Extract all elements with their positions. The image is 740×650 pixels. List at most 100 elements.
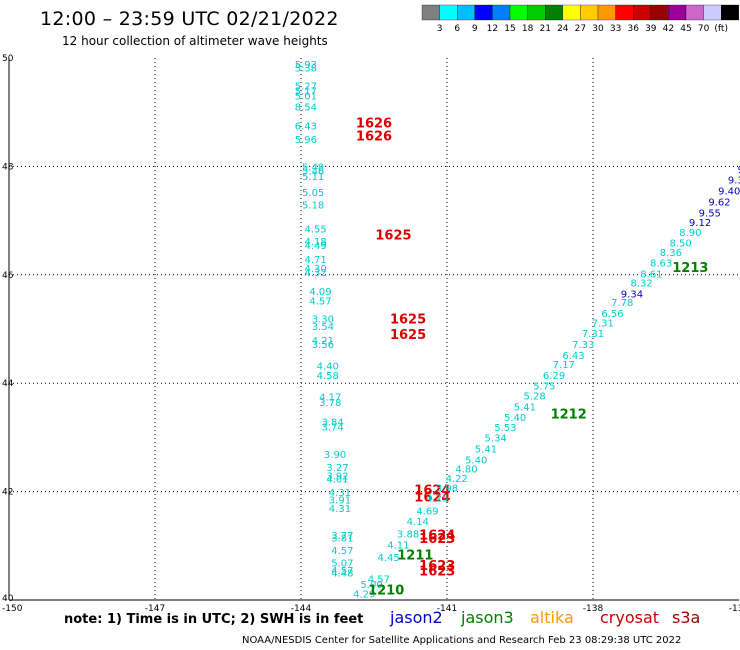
swh-value-label: 4.09: [309, 287, 331, 298]
legend-swatch: [685, 4, 704, 21]
legend-label: 15: [504, 24, 515, 34]
swh-value-label: 5.17: [295, 86, 317, 97]
swh-value-label: 3.78: [319, 398, 341, 409]
swh-value-label: 3.54: [312, 322, 334, 333]
track-time-label: 1624: [414, 490, 450, 505]
swh-value-label: 4.25: [426, 493, 448, 504]
lat-tick-label: 50: [2, 54, 14, 64]
legend-swatch: [527, 4, 546, 21]
swh-value-label: 3.74: [322, 422, 344, 433]
swh-value-label: 3.90: [324, 450, 346, 461]
swh-value-label: 6.43: [295, 122, 317, 133]
track-time-label: 1213: [672, 261, 708, 276]
swh-value-label: 3.30: [312, 314, 334, 325]
legend-swatch: [597, 4, 616, 21]
track-time-label: 1625: [390, 328, 426, 343]
swh-value-label: 4.17: [319, 393, 341, 404]
legend-label: 70: [698, 24, 710, 34]
swh-value-label: 4.80: [455, 465, 477, 476]
swh-value-label: 9.48: [738, 165, 740, 176]
swh-value-label: 3.91: [329, 496, 351, 507]
swh-value-label: 9.40: [718, 187, 740, 198]
legend-label: 21: [539, 24, 550, 34]
satellite-name: s3a: [672, 608, 701, 627]
legend-label: 18: [522, 24, 534, 34]
lon-tick-label: -150: [2, 604, 23, 614]
legend-label: 39: [645, 24, 657, 34]
track-time-label: 1624: [414, 483, 450, 498]
satellite-name: jason3: [461, 608, 514, 627]
swh-value-label: 7.17: [553, 360, 575, 371]
lat-tick-label: 48: [2, 162, 14, 172]
lon-tick-label: -135: [729, 604, 740, 614]
legend-label: 42: [663, 24, 674, 34]
legend-label: 45: [680, 24, 691, 34]
swh-value-label: 9.62: [708, 197, 730, 208]
swh-value-label: 8.54: [295, 103, 317, 114]
swh-value-label: 4.31: [329, 504, 351, 515]
swh-value-label: 8.50: [669, 239, 691, 250]
lat-tick-label: 44: [2, 379, 14, 389]
legend-swatch: [650, 4, 669, 21]
swh-value-label: 5.40: [465, 455, 487, 466]
lon-tick-label: -147: [145, 604, 165, 614]
swh-value-label: 5.18: [302, 201, 324, 212]
lon-tick-label: -138: [583, 604, 604, 614]
legend-label: 6: [454, 24, 460, 34]
legend-swatch: [562, 4, 581, 21]
swh-value-label: 8.90: [679, 228, 701, 239]
legend-swatch: [721, 4, 739, 21]
track-time-label: 1211: [397, 548, 433, 563]
lat-tick-label: 46: [2, 271, 14, 281]
page-subtitle: 12 hour collection of altimeter wave hei…: [62, 34, 328, 48]
legend-swatch: [421, 4, 440, 21]
track-time-label: 1623: [419, 559, 455, 574]
legend-swatch: [439, 4, 458, 21]
track-time-label: 1210: [368, 584, 404, 599]
swh-value-label: 9.12: [689, 218, 711, 229]
swh-value-label: 8.36: [660, 248, 682, 259]
swh-value-label: 4.58: [317, 371, 339, 382]
swh-value-label: 4.45: [377, 553, 399, 564]
swh-value-label: 4.57: [368, 575, 390, 586]
swh-value-label: 5.05: [302, 188, 324, 199]
swh-value-label: 6.43: [562, 351, 584, 362]
legend-swatch: [509, 4, 528, 21]
swh-value-label: 5.40: [504, 413, 526, 424]
swh-value-label: 4.22: [446, 474, 468, 485]
swh-value-label: 3.98: [436, 484, 458, 495]
track-time-label: 1212: [551, 407, 587, 422]
swh-value-label: 4.30: [304, 264, 326, 275]
legend-label: 33: [610, 24, 621, 34]
swh-value-label: 4.55: [304, 225, 326, 236]
legend-label: 24: [557, 24, 569, 34]
swh-value-label: 5.53: [494, 423, 516, 434]
swh-value-label: 3.81: [331, 533, 353, 544]
legend-swatch: [703, 4, 722, 21]
legend-swatch: [474, 4, 493, 21]
swh-value-label: 4.18: [304, 237, 326, 248]
lon-tick-label: -141: [437, 604, 457, 614]
swh-value-label: 9.55: [699, 208, 721, 219]
swh-value-label: 8.63: [650, 259, 672, 270]
swh-value-label: 5.41: [475, 445, 497, 456]
legend-swatch: [457, 4, 475, 21]
legend-swatch: [633, 4, 651, 21]
swh-value-label: 5.93: [295, 60, 317, 71]
swh-value-label: 9.38: [728, 176, 740, 187]
swh-value-label: 4.71: [304, 255, 326, 266]
satellite-name: cryosat: [600, 608, 660, 627]
swh-value-label: 3.56: [312, 340, 334, 351]
swh-value-label: 5.48: [302, 163, 324, 174]
swh-value-label: 8.61: [640, 270, 662, 281]
legend-swatch: [580, 4, 599, 21]
swh-value-label: 7.33: [572, 340, 594, 351]
legend-unit-label: (ft): [714, 24, 728, 34]
lat-tick-label: 40: [2, 594, 14, 604]
page-title: 12:00 – 23:59 UTC 02/21/2022: [40, 8, 339, 30]
legend-label: 3: [437, 24, 443, 34]
swh-value-label: 5.11: [302, 172, 324, 183]
swh-value-label: 4.57: [331, 566, 353, 577]
track-time-label: 1626: [356, 129, 392, 144]
